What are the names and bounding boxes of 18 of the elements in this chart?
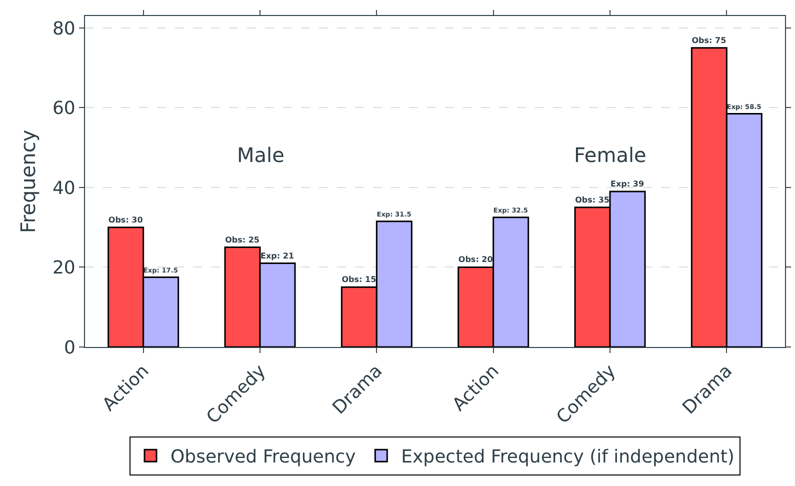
data-label: Obs: 35	[575, 195, 610, 204]
y-tick-label: 0	[64, 337, 76, 358]
y-tick-label: 20	[52, 258, 76, 279]
data-label: Obs: 75	[692, 36, 727, 45]
data-label: Exp: 21	[260, 251, 294, 260]
annotation: Male	[237, 143, 284, 167]
legend-label: Expected Frequency (if independent)	[401, 446, 734, 468]
data-label: Obs: 20	[458, 255, 494, 264]
data-label: Obs: 25	[225, 235, 260, 244]
data-label: Obs: 30	[108, 215, 144, 224]
y-tick-label: 80	[52, 18, 76, 40]
data-label: Obs: 15	[342, 275, 377, 284]
y-tick-label: 40	[52, 178, 76, 199]
data-label: Exp: 39	[610, 179, 644, 188]
legend-label: Observed Frequency	[170, 446, 356, 468]
y-axis-title: Frequency	[16, 130, 40, 234]
annotation: Female	[574, 143, 646, 167]
y-tick-label: 60	[52, 98, 76, 120]
